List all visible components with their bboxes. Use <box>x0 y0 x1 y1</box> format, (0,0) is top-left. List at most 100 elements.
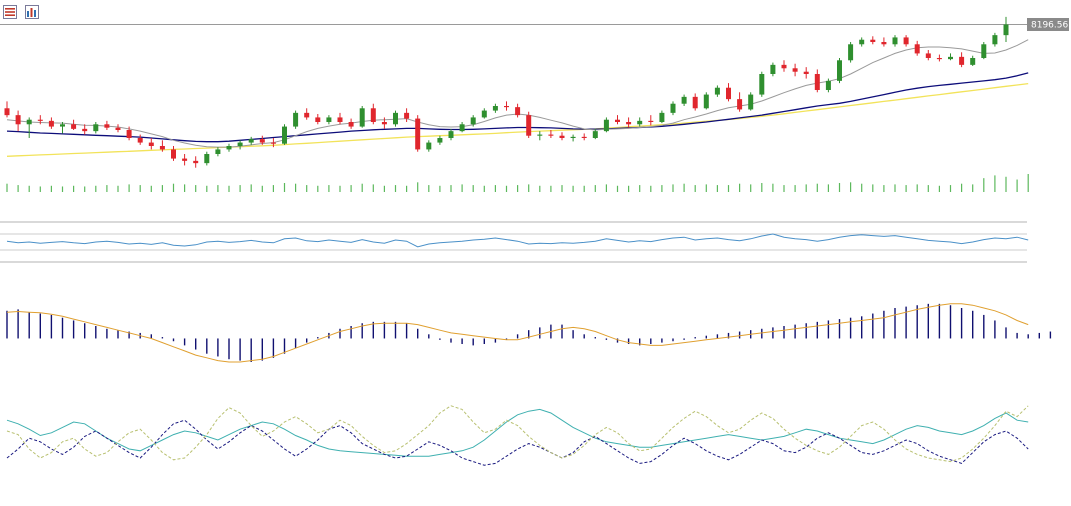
candle-body <box>226 146 232 150</box>
candle-body <box>592 131 598 138</box>
ma-mid-line <box>6 72 1029 143</box>
candle-body <box>881 42 887 45</box>
candle-body <box>381 122 387 125</box>
candle-body <box>859 39 865 45</box>
candle-body <box>426 142 432 150</box>
candle-body <box>60 124 65 127</box>
candle-body <box>304 112 310 118</box>
candle-body <box>559 135 565 138</box>
candle-body <box>404 112 410 119</box>
candle-body <box>15 115 21 125</box>
candle-body <box>792 68 798 72</box>
candle-body <box>370 108 376 122</box>
rsi-line <box>6 233 1029 248</box>
candle-body <box>659 112 665 122</box>
candle-body <box>93 124 99 132</box>
candle-body <box>448 131 454 138</box>
candle-body <box>781 64 787 69</box>
candle-body <box>626 122 632 125</box>
candle-body <box>848 44 854 61</box>
toolbar <box>0 0 80 24</box>
candle-body <box>670 103 676 113</box>
candle-body <box>337 117 343 122</box>
candle-body <box>726 87 731 100</box>
candle-body <box>182 158 188 161</box>
candle-body <box>548 134 554 136</box>
candle-body <box>903 37 909 45</box>
ma-fast-line <box>6 39 1029 148</box>
candle-body <box>115 127 121 130</box>
candle-body <box>315 117 321 122</box>
candle-body <box>737 99 743 110</box>
candle-body <box>537 134 543 136</box>
candle-body <box>171 149 176 159</box>
candle-body <box>48 120 54 127</box>
stoch-olive-line <box>6 405 1029 463</box>
candle-body <box>137 138 143 143</box>
candle-body <box>437 138 443 143</box>
candle-body <box>870 39 876 42</box>
candle-body <box>770 64 776 74</box>
candle-body <box>992 35 998 45</box>
candle-body <box>193 160 199 164</box>
stochastic-pane <box>6 405 1029 466</box>
candle-body <box>837 60 842 81</box>
candle-body <box>981 44 987 58</box>
candle-body <box>37 119 43 121</box>
candle-body <box>248 139 254 143</box>
current-price-tag: 8196.56 <box>1027 18 1069 31</box>
candle-body <box>126 130 132 138</box>
candle-body <box>959 56 965 65</box>
candle-body <box>415 118 421 150</box>
candle-body <box>293 112 299 127</box>
candle-body <box>26 119 32 125</box>
candle-body <box>481 110 487 118</box>
candle-body <box>492 106 498 111</box>
candle-body <box>71 124 77 129</box>
candle-body <box>703 94 709 109</box>
current-price-label: 8196.56 <box>1031 21 1068 31</box>
candle-body <box>814 74 820 90</box>
candle-body <box>270 142 276 144</box>
candle-body <box>104 124 110 128</box>
macd-signal-line <box>6 303 1029 363</box>
candle-body <box>825 80 831 90</box>
price-pane <box>0 16 1029 168</box>
candle-body <box>148 142 154 146</box>
candle-body <box>759 74 765 95</box>
candle-body <box>936 58 942 60</box>
volume-pane <box>6 174 1029 192</box>
candle-body <box>581 136 587 138</box>
candle-body <box>748 94 754 110</box>
chart-settings-icon[interactable] <box>25 4 39 19</box>
candle-body <box>892 37 898 45</box>
candle-body <box>615 119 620 122</box>
candle-body <box>648 120 654 122</box>
candle-body <box>259 139 265 143</box>
candle-body <box>1003 24 1009 36</box>
macd-pane <box>6 303 1052 363</box>
stoch-navy-line <box>6 419 1029 466</box>
candle-body <box>470 117 476 125</box>
candle-body <box>603 119 609 132</box>
rsi-pane <box>0 221 1029 263</box>
candle-body <box>359 108 365 127</box>
candle-body <box>348 122 354 127</box>
candle-body <box>570 136 576 138</box>
candle-body <box>714 87 720 95</box>
candle-body <box>948 56 953 60</box>
candle-body <box>82 128 88 132</box>
candle-body <box>237 142 243 146</box>
candle-body <box>504 106 509 108</box>
candle-body <box>393 112 398 125</box>
candle-body <box>215 149 221 154</box>
ma-slow-line <box>6 82 1029 157</box>
candle-body <box>204 154 210 164</box>
candle-body <box>159 146 165 150</box>
stoch-teal-line <box>6 408 1029 457</box>
candle-body <box>925 53 931 58</box>
candle-body <box>526 115 532 136</box>
list-icon[interactable] <box>3 4 17 19</box>
candle-body <box>282 126 287 144</box>
